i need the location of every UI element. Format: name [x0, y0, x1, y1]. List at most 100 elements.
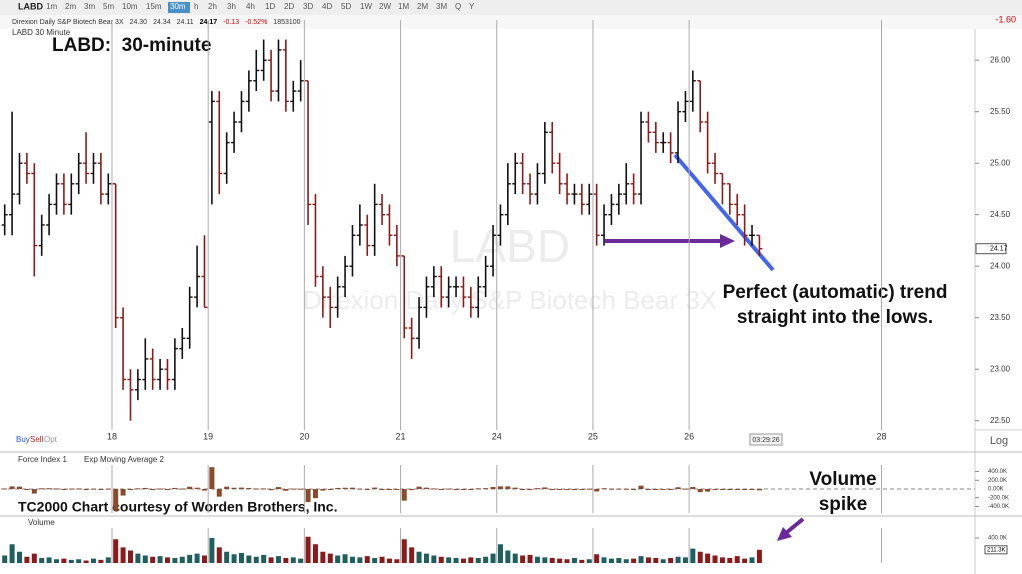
volume-bar — [164, 557, 170, 563]
y-tick-label: 22.50 — [990, 416, 1011, 425]
force-bar — [113, 489, 119, 511]
y-tick-label: 24.00 — [990, 261, 1011, 270]
volume-bar — [238, 553, 244, 563]
force-bar — [623, 488, 629, 490]
interval-button[interactable]: h — [194, 2, 198, 11]
quote-low: 24.11 — [177, 19, 194, 26]
quote-open: 24.30 — [130, 19, 148, 26]
volume-bar — [2, 555, 8, 563]
volume-bar — [608, 558, 614, 563]
volume-bar — [631, 558, 637, 563]
volume-bar — [268, 557, 274, 563]
trade-button[interactable]: Sell — [30, 435, 44, 444]
volume-bar — [675, 556, 681, 563]
volume-bar — [623, 559, 629, 563]
interval-button[interactable]: Y — [469, 2, 475, 11]
volume-bar — [549, 558, 555, 563]
interval-button[interactable]: Q — [455, 2, 461, 11]
interval-button[interactable]: 1m — [46, 2, 57, 11]
last-volume-badge — [984, 545, 1008, 555]
volume-bar — [416, 551, 422, 563]
y-tick-label: 25.50 — [990, 107, 1011, 116]
y-tick-label: 24.50 — [990, 210, 1011, 219]
interval-button[interactable]: 2m — [65, 2, 76, 11]
force-bar — [31, 489, 37, 494]
force-bar — [749, 489, 755, 490]
volume-bar — [275, 556, 281, 563]
interval-button[interactable]: 5m — [103, 2, 114, 11]
force-bar — [423, 487, 429, 489]
interval-button[interactable]: 2M — [417, 2, 428, 11]
volume-bar — [298, 558, 304, 563]
force-bar — [520, 489, 526, 491]
force-bar — [275, 487, 281, 489]
interval-button[interactable]: 3h — [227, 2, 236, 11]
volume-bar — [83, 560, 89, 563]
interval-button[interactable]: 4D — [322, 2, 332, 11]
watermark-name: Direxion Daily S&P Biotech Bear 3X — [303, 285, 717, 315]
volume-bar — [594, 554, 600, 563]
force-bar — [660, 489, 666, 490]
volume-bar — [127, 550, 133, 563]
last-price-label: 24.17 — [990, 246, 1008, 253]
volume-bar — [756, 549, 762, 563]
volume-bar — [142, 555, 148, 563]
volume-bar — [697, 551, 703, 563]
interval-button[interactable]: 3M — [436, 2, 447, 11]
interval-button[interactable]: 30m — [170, 2, 186, 11]
interval-button[interactable]: 1M — [398, 2, 409, 11]
interval-button[interactable]: 1D — [265, 2, 275, 11]
toolbar — [0, 0, 1022, 15]
force-bar — [386, 489, 392, 490]
quote-change: -0.13 — [223, 19, 239, 26]
volume-bar — [187, 554, 193, 563]
force-bar — [505, 486, 511, 489]
force-bar — [608, 488, 614, 490]
force-bar — [727, 489, 733, 490]
volume-bar — [520, 555, 526, 563]
quote-name: Direxion Daily S&P Biotech Bear 3X — [12, 19, 124, 26]
interval-button[interactable]: 3m — [84, 2, 95, 11]
volume-bar — [46, 557, 52, 563]
interval-button[interactable]: 4h — [246, 2, 255, 11]
symbol[interactable]: LABD — [18, 1, 43, 11]
volume-bar — [113, 539, 119, 563]
force-bar — [557, 489, 563, 490]
volume-bar — [682, 557, 688, 563]
volume-bar — [660, 559, 666, 563]
arrow — [784, 517, 805, 535]
force-bar — [705, 489, 711, 492]
force-bar — [305, 489, 311, 503]
interval-button[interactable]: 10m — [122, 2, 138, 11]
trade-button[interactable]: Buy — [16, 435, 30, 444]
interval-button[interactable]: 1W — [360, 2, 372, 11]
interval-button[interactable]: 2h — [208, 2, 217, 11]
volume-bar — [409, 547, 415, 563]
volume-bar — [194, 553, 200, 563]
volume-bar — [312, 544, 318, 563]
force-bar — [483, 488, 489, 490]
force-bar — [172, 487, 178, 489]
scale-toggle[interactable]: Log — [990, 435, 1008, 447]
interval-button[interactable]: 3D — [303, 2, 313, 11]
force-bar — [719, 489, 725, 490]
volume-bar — [490, 553, 496, 563]
force-bar — [734, 489, 740, 490]
interval-button[interactable]: 15m — [146, 2, 162, 11]
volume-bar — [172, 558, 178, 563]
volume-bar — [150, 556, 156, 563]
interval-button[interactable]: 5D — [341, 2, 351, 11]
force-bar — [290, 488, 296, 490]
force-bar — [46, 488, 52, 490]
trade-button[interactable]: Opt — [44, 435, 58, 444]
force-bar — [39, 488, 45, 490]
interval-button[interactable]: 2W — [379, 2, 391, 11]
heading: LABD: 30-minute — [52, 35, 211, 56]
volume-bar — [616, 558, 622, 563]
volume-bar — [16, 551, 22, 563]
interval-button[interactable]: 2D — [284, 2, 294, 11]
force-bar — [490, 487, 496, 489]
volume-bar — [372, 558, 378, 563]
volume-bar — [320, 551, 326, 563]
force-bar — [690, 486, 696, 489]
